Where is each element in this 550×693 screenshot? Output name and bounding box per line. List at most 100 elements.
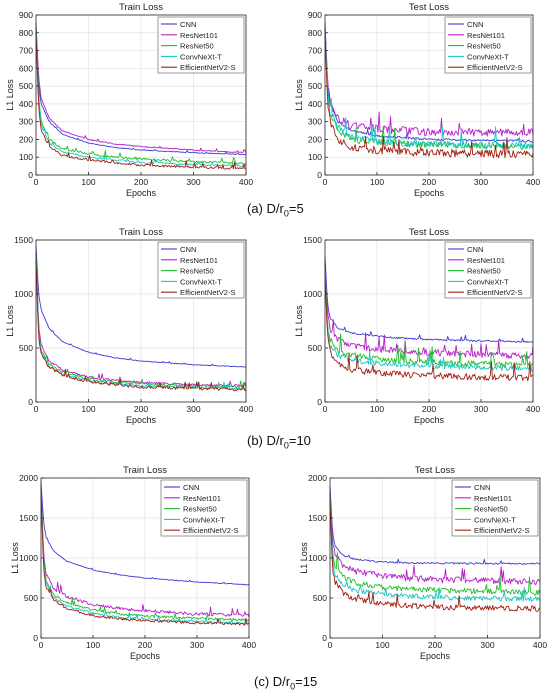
y-tick-label: 2000	[19, 473, 38, 483]
x-tick-label: 400	[526, 404, 540, 414]
caption-c: (c) D/r0=15	[254, 674, 318, 692]
y-tick-label: 500	[308, 343, 322, 353]
legend-label: ConvNeXt-T	[467, 277, 509, 286]
x-tick-label: 0	[328, 640, 333, 650]
y-axis-label: L1 Loss	[294, 305, 304, 337]
series-line-EfficientNetV2-S	[35, 261, 247, 392]
x-tick-label: 300	[186, 404, 200, 414]
y-tick-label: 1500	[308, 513, 327, 523]
x-axis-label: Epochs	[414, 188, 445, 198]
legend-label: EfficientNetV2-S	[467, 288, 523, 297]
y-tick-label: 1000	[308, 553, 327, 563]
legend-label: CNN	[180, 245, 196, 254]
y-axis-label: L1 Loss	[10, 542, 20, 574]
y-tick-label: 0	[317, 170, 322, 180]
legend-label: EfficientNetV2-S	[180, 288, 236, 297]
legend-label: ResNet101	[474, 494, 512, 503]
series-line-ResNet50	[329, 493, 541, 596]
y-axis-label: L1 Loss	[294, 79, 304, 111]
x-axis-label: Epochs	[126, 188, 157, 198]
series-line-ConvNeXt-T	[40, 489, 250, 625]
series-line-EfficientNetV2-S	[35, 32, 247, 170]
y-tick-label: 200	[19, 134, 33, 144]
legend-box	[444, 241, 532, 299]
y-tick-label: 300	[19, 117, 33, 127]
series-line-EfficientNetV2-S	[324, 32, 534, 159]
x-tick-label: 300	[474, 404, 488, 414]
series-line-ConvNeXt-T	[329, 497, 541, 602]
legend-label: ResNet50	[180, 267, 214, 276]
chart-title: Train Loss	[123, 465, 167, 476]
y-tick-label: 0	[322, 633, 327, 643]
y-tick-label: 2000	[308, 473, 327, 483]
chart-title: Train Loss	[119, 2, 163, 13]
series-line-ResNet101	[324, 22, 534, 137]
legend-label: ResNet101	[183, 494, 221, 503]
y-tick-label: 700	[308, 46, 322, 56]
x-tick-label: 100	[86, 640, 100, 650]
y-tick-label: 0	[33, 633, 38, 643]
x-tick-label: 100	[81, 404, 95, 414]
y-tick-label: 600	[19, 63, 33, 73]
y-tick-label: 1500	[14, 235, 33, 245]
x-tick-label: 300	[474, 177, 488, 187]
x-tick-label: 200	[422, 404, 436, 414]
caption-a: (a) D/r0=5	[247, 201, 304, 219]
x-axis-label: Epochs	[126, 415, 157, 425]
series-line-ConvNeXt-T	[35, 29, 247, 168]
legend-label: ResNet50	[474, 505, 508, 514]
series-line-CNN	[40, 481, 250, 586]
x-tick-label: 100	[81, 177, 95, 187]
x-tick-label: 400	[239, 404, 253, 414]
x-tick-label: 100	[370, 404, 384, 414]
x-tick-label: 400	[242, 640, 256, 650]
x-tick-label: 400	[526, 177, 540, 187]
series-line-CNN	[324, 23, 534, 143]
series-line-ConvNeXt-T	[324, 272, 534, 372]
legend-label: ResNet101	[180, 31, 218, 40]
legend-label: ResNet50	[183, 505, 217, 514]
series-line-EfficientNetV2-S	[329, 501, 541, 612]
series-line-EfficientNetV2-S	[40, 493, 250, 626]
y-tick-label: 1000	[303, 289, 322, 299]
y-tick-label: 800	[19, 28, 33, 38]
x-axis-label: Epochs	[420, 651, 451, 661]
y-axis-label: L1 Loss	[5, 79, 15, 111]
y-tick-label: 500	[24, 593, 38, 603]
legend-label: EfficientNetV2-S	[183, 526, 239, 535]
series-line-ResNet101	[35, 23, 247, 154]
y-tick-label: 100	[19, 152, 33, 162]
legend-label: ResNet101	[180, 256, 218, 265]
y-tick-label: 300	[308, 117, 322, 127]
chart-6: 0 100 200 300 400 0 500 1000 1500 2000 Test Loss Ep…	[299, 465, 547, 661]
x-tick-label: 300	[480, 640, 494, 650]
y-tick-label: 200	[308, 134, 322, 144]
y-tick-label: 800	[308, 28, 322, 38]
legend-label: ResNet101	[467, 256, 505, 265]
x-tick-label: 0	[39, 640, 44, 650]
y-tick-label: 500	[19, 343, 33, 353]
series-line-ResNet50	[324, 266, 534, 369]
legend-box	[451, 479, 539, 537]
x-tick-label: 300	[186, 177, 200, 187]
series-line-CNN	[329, 485, 541, 565]
y-tick-label: 1000	[14, 289, 33, 299]
y-tick-label: 700	[19, 46, 33, 56]
y-tick-label: 0	[28, 397, 33, 407]
y-tick-label: 500	[19, 81, 33, 91]
x-tick-label: 200	[138, 640, 152, 650]
x-tick-label: 0	[323, 177, 328, 187]
y-axis-label: L1 Loss	[5, 305, 15, 337]
chart-4: 0 100 200 300 400 0 500 1000 1500 Test Loss Epochs…	[294, 227, 540, 425]
x-tick-label: 400	[239, 177, 253, 187]
series-line-CNN	[35, 22, 247, 156]
series-line-ResNet101	[324, 261, 534, 360]
y-tick-label: 900	[308, 10, 322, 20]
series-line-ResNet50	[35, 25, 247, 165]
x-tick-label: 0	[34, 177, 39, 187]
